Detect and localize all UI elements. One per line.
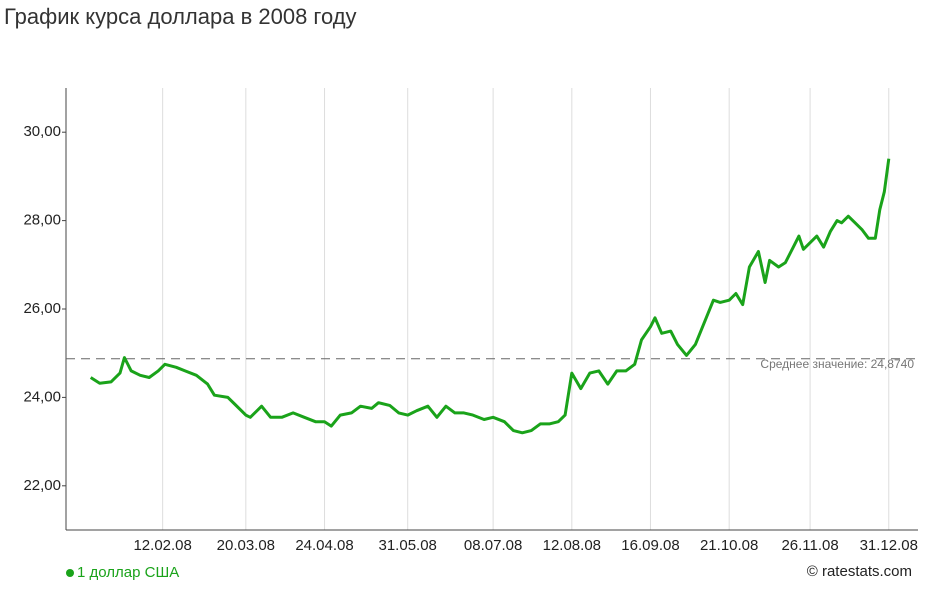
x-tick-label: 20.03.08 xyxy=(217,537,275,554)
x-tick-label: 31.12.08 xyxy=(860,537,918,554)
y-tick-label: 24,00 xyxy=(23,388,61,405)
x-tick-label: 08.07.08 xyxy=(464,537,522,554)
x-tick-label: 12.08.08 xyxy=(543,537,601,554)
credit: © ratestats.com xyxy=(807,563,912,580)
series-line xyxy=(89,158,891,435)
x-tick-label: 21.10.08 xyxy=(700,537,758,554)
x-tick-label: 12.02.08 xyxy=(133,537,191,554)
mean-label: Среднее значение: 24,8740 xyxy=(760,357,914,371)
y-tick-label: 28,00 xyxy=(23,212,61,229)
x-tick-label: 16.09.08 xyxy=(621,537,679,554)
x-tick-label: 24.04.08 xyxy=(295,537,353,554)
y-tick-label: 22,00 xyxy=(23,477,61,494)
chart-title: График курса доллара в 2008 году xyxy=(4,4,357,29)
legend-label: 1 доллар США xyxy=(77,564,179,581)
y-tick-label: 30,00 xyxy=(23,123,61,140)
y-tick-label: 26,00 xyxy=(23,300,61,317)
x-tick-label: 26.11.08 xyxy=(781,537,838,554)
legend-marker xyxy=(66,569,74,577)
x-tick-label: 31.05.08 xyxy=(379,537,437,554)
